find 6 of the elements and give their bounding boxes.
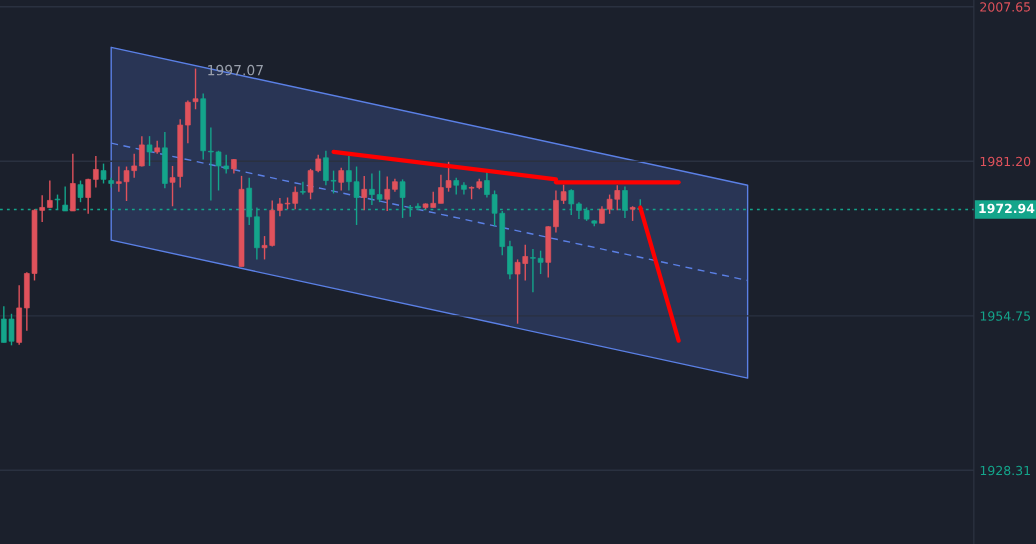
ref-line-label: 1972.94 xyxy=(979,203,1035,214)
y-tick-label: 2007.65 xyxy=(980,2,1030,12)
y-tick-label: 1981.20 xyxy=(980,156,1031,167)
annotation: 1997.07 xyxy=(208,64,263,76)
y-tick-label: 1954.75 xyxy=(980,311,1030,321)
y-tick-label: 1928.31 xyxy=(980,465,1030,476)
